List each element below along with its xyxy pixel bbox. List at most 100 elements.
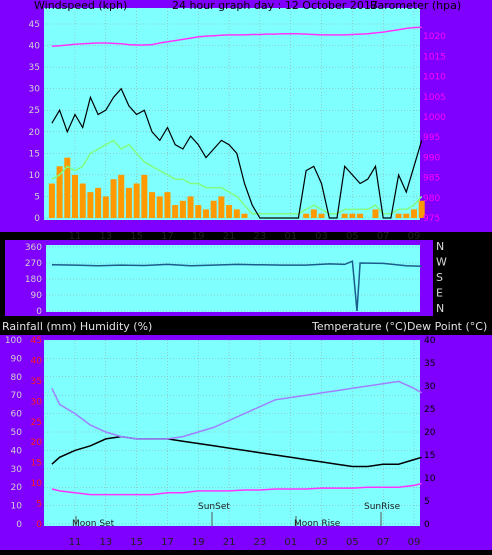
temperature-y-tick-label: 5 [424,497,430,507]
rain-y-tick-label: 15 [31,459,42,469]
middle-header-strip [0,322,492,332]
wind-x-tick-label: 23 [254,231,267,242]
wind-axis-title: Windspeed (kph) [34,0,127,12]
wind-gust-bar [202,209,209,218]
wind-x-tick-label: 07 [377,231,390,242]
barometer-y-tick-label: 1020 [423,32,446,42]
wind-gust-bar [172,205,179,218]
wind-gust-bar [64,157,71,218]
barometer-y-tick-label: 975 [423,214,440,224]
direction-compass-label: W [436,256,447,269]
wind-x-tick-label: 03 [315,231,328,242]
temp-x-tick-label: 17 [161,537,174,548]
wind-gust-bar [164,192,171,218]
barometer-y-tick-label: 980 [423,194,440,204]
humidity-y-tick-label: 70 [11,391,23,401]
humidity-y-tick-label: 80 [11,373,23,383]
direction-compass-label: N [436,302,444,315]
temperature-y-tick-label: 40 [424,336,436,346]
wind-x-tick-label: 15 [130,231,143,242]
temperature-line [51,380,423,440]
wind-gust-bar [411,209,417,218]
temperature-y-tick-label: 35 [424,359,435,369]
wind-gust-bar [118,174,125,218]
wind-gust-bar [179,200,186,218]
temp-x-tick-label: 23 [254,537,267,548]
wind-y-tick-label: 10 [29,171,41,181]
temperature-y-tick-label: 15 [424,451,435,461]
humidity-y-tick-label: 20 [11,483,23,493]
wind-x-tick-label: 11 [69,231,82,242]
wind-gust-bar [218,196,225,218]
direction-y-tick-label: 180 [25,275,42,285]
wind-gust-bar [125,187,132,218]
rain-y-tick-label: 10 [31,479,43,489]
rain-y-tick-label: 0 [36,520,42,530]
temp-plot-area [44,340,420,526]
rain-y-tick-label: 20 [31,438,43,448]
wind-gust-bar [418,200,425,218]
wind-x-tick-label: 13 [99,231,112,242]
graph-date-title: 24 hour graph day : 12 October 2017 [172,0,378,12]
wind-x-tick-label: 01 [284,231,297,242]
wind-y-tick-label: 45 [29,20,40,30]
temperature-y-tick-label: 0 [424,520,430,530]
barometer-y-tick-label: 1005 [423,93,446,103]
moonset-label: Moon Set [72,519,115,529]
temp-x-tick-label: 19 [192,537,205,548]
humidity-y-tick-label: 0 [16,520,22,530]
wind-gust-bar [210,200,217,218]
wind-y-tick-label: 40 [29,42,41,52]
wind-y-tick-label: 20 [29,128,41,138]
rain-y-tick-label: 30 [31,397,43,407]
wind-gust-bar [141,174,148,218]
wind-gust-bar [357,213,364,218]
temp-x-tick-label: 11 [69,537,82,548]
temp-x-tick-label: 03 [315,537,328,548]
wind-gust-bar [349,213,356,218]
wind-gust-bar [95,187,102,218]
direction-compass-label: N [436,240,444,253]
rain-y-tick-label: 45 [31,336,42,346]
wind-gust-bar [56,166,63,218]
barometer-y-tick-label: 1010 [423,73,446,83]
moonrise-label: Moon Rise [294,519,341,529]
direction-y-tick-label: 270 [25,259,42,269]
wind-average-line [51,139,423,215]
temp-x-tick-label: 13 [99,537,112,548]
barometer-y-tick-label: 1015 [423,52,446,62]
wind-gust-bar [310,209,317,218]
humidity-line [51,482,422,496]
wind-x-tick-label: 09 [408,231,421,242]
wind-x-tick-label: 17 [161,231,174,242]
wind-gust-bar [226,205,233,218]
direction-plot-area [46,245,420,312]
temperature-y-tick-label: 25 [424,405,435,415]
wind-gust-bar [187,196,194,218]
wind-gust-bar [303,213,310,218]
direction-y-tick-label: 90 [31,291,43,301]
wind-x-tick-label: 21 [223,231,236,242]
barometer-y-tick-label: 985 [423,174,440,184]
barometer-axis-title: Barometer (hpa) [370,0,461,12]
wind-gust-bar [156,196,163,218]
barometer-y-tick-label: 1000 [423,113,446,123]
wind-gust-bar [48,183,55,218]
wind-gust-bar [341,213,348,218]
dew-point-line [51,435,422,468]
wind-y-tick-label: 15 [29,149,40,159]
wind-gust-bar [79,183,86,218]
wind-speed-line [51,87,423,219]
humidity-y-tick-label: 100 [5,336,22,346]
temp-x-tick-label: 01 [284,537,297,548]
temperature-y-tick-label: 10 [424,474,436,484]
barometer-line [51,26,422,47]
humidity-y-tick-label: 50 [11,428,23,438]
humidity-y-tick-label: 10 [11,502,23,512]
wind-gust-bar [72,174,78,218]
temp-x-tick-label: 15 [130,537,143,548]
series-layer [48,26,425,496]
wind-gust-bar [102,196,109,218]
